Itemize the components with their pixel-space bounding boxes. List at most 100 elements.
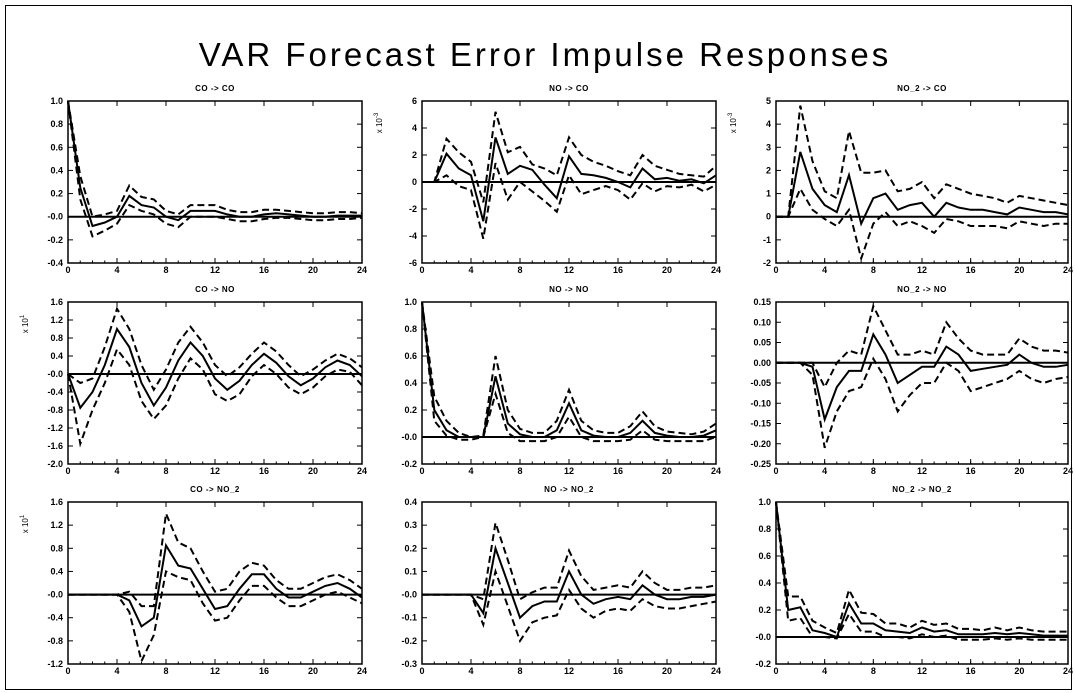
response-line: [776, 332, 1069, 423]
response-line: [67, 100, 362, 228]
x-tick-label: 24: [711, 466, 721, 476]
x-tick-label: 24: [357, 265, 367, 275]
y-tick-label: -0.4: [47, 613, 63, 623]
x-tick-label: 24: [1063, 265, 1073, 275]
y-tick-label: -0.8: [47, 405, 63, 415]
y-tick-label: 4: [412, 123, 417, 133]
y-tick-label: 0.4: [404, 378, 417, 388]
band-line: [776, 356, 1069, 449]
x-tick-label: 4: [822, 466, 827, 476]
y-scale-exponent: -3: [728, 112, 734, 118]
band-line: [422, 111, 717, 203]
y-tick-label: 1.2: [50, 315, 63, 325]
y-tick-label: 0.8: [404, 324, 417, 334]
y-tick-label: 0.8: [758, 524, 771, 534]
x-tick-label: 20: [662, 265, 672, 275]
plot-frame: [421, 301, 717, 465]
x-tick-label: 12: [917, 466, 927, 476]
x-tick-label: 4: [468, 466, 473, 476]
x-tick-label: 4: [822, 265, 827, 275]
frame: [5, 5, 1072, 690]
y-tick-label: 6: [412, 96, 417, 106]
x-tick-label: 20: [308, 265, 318, 275]
y-tick-label: -0.4: [47, 387, 63, 397]
y-tick-label: 0.10: [753, 317, 771, 327]
y-scale-base: x 10: [729, 118, 738, 134]
y-tick-label: 0.15: [753, 297, 771, 307]
y-tick-label: -0.20: [750, 439, 771, 449]
y-tick-label: -0.0: [47, 369, 63, 379]
band-line: [776, 303, 1069, 390]
x-tick-label: 16: [259, 265, 269, 275]
x-tick-label: 16: [259, 666, 269, 676]
panel-title: NO -> NO: [549, 285, 589, 294]
y-tick-label: 0.4: [404, 497, 417, 507]
x-tick-label: 24: [711, 265, 721, 275]
y-tick-label: -0.2: [47, 235, 63, 245]
band-line: [776, 186, 1068, 262]
y-scale-label: x 10-3: [374, 112, 384, 133]
y-tick-label: -2.0: [47, 459, 63, 469]
y-tick-label: 0.8: [50, 543, 63, 553]
y-scale-exponent: 1: [20, 514, 26, 518]
y-tick-label: -4: [409, 231, 417, 241]
y-tick-label: -0.25: [750, 459, 771, 469]
panel-title: CO -> NO_2: [190, 485, 240, 494]
panel-title: NO -> CO: [549, 84, 589, 93]
x-tick-label: 12: [210, 666, 220, 676]
x-tick-label: 0: [419, 265, 424, 275]
x-tick-label: 12: [210, 466, 220, 476]
y-tick-label: -0.2: [401, 459, 417, 469]
x-tick-label: 20: [1014, 666, 1024, 676]
y-scale-exponent: -3: [374, 112, 380, 118]
y-tick-label: 1.0: [50, 96, 63, 106]
x-tick-label: 4: [114, 666, 119, 676]
y-scale-label: x 10-3: [728, 112, 738, 133]
band-line: [68, 569, 363, 665]
y-tick-label: -0.0: [401, 432, 417, 442]
band-line: [421, 301, 717, 439]
x-tick-label: 0: [65, 666, 70, 676]
x-tick-label: 8: [163, 466, 168, 476]
y-tick-label: 5: [766, 96, 771, 106]
y-tick-label: 0.2: [404, 543, 417, 553]
y-tick-label: 0.3: [404, 520, 417, 530]
panel: NO -> NO_2 -0.3 -0.2 -0.1 -0.0 0.1 0.2 0.3 0.4 0 4…: [401, 485, 721, 676]
x-tick-label: 8: [871, 466, 876, 476]
x-tick-label: 24: [357, 466, 367, 476]
y-tick-label: -0.05: [750, 378, 771, 388]
y-tick-label: 1.0: [758, 497, 771, 507]
x-tick-label: 20: [1014, 466, 1024, 476]
y-tick-label: 0.4: [50, 566, 63, 576]
y-tick-label: 0.4: [50, 351, 63, 361]
x-tick-label: 16: [613, 666, 623, 676]
y-tick-label: -0.4: [47, 258, 63, 268]
response-line: [422, 544, 717, 620]
plot-frame: [775, 100, 1069, 264]
response-line: [422, 137, 717, 222]
panel: NO_2 -> NO_2 -0.2 -0.0 0.2 0.4 0.6 0.8 1.0 0 4 8 12…: [755, 485, 1073, 676]
x-tick-label: 16: [966, 265, 976, 275]
y-tick-label: -0.0: [47, 212, 63, 222]
x-tick-label: 4: [468, 265, 473, 275]
x-tick-label: 8: [517, 666, 522, 676]
band-line: [68, 509, 363, 608]
y-tick-label: 0.4: [50, 165, 63, 175]
y-tick-label: 4: [766, 119, 771, 129]
response-line: [421, 301, 717, 438]
y-tick-label: 0.2: [50, 189, 63, 199]
response-line: [776, 151, 1069, 227]
y-tick-label: 2: [766, 165, 771, 175]
band-line: [67, 347, 363, 448]
x-tick-label: 16: [259, 466, 269, 476]
y-scale-label: x 101: [20, 514, 30, 533]
x-tick-label: 0: [419, 466, 424, 476]
panel: NO_2 -> NO -0.25 -0.20 -0.15 -0.10 -0.05 0.00 0…: [750, 285, 1073, 476]
panel-title: NO_2 -> NO: [897, 285, 947, 294]
x-tick-label: 12: [564, 666, 574, 676]
x-tick-label: 20: [662, 466, 672, 476]
y-tick-label: -0.15: [750, 419, 771, 429]
y-tick-label: -1.2: [47, 659, 63, 669]
y-tick-label: 0.6: [404, 351, 417, 361]
y-scale-base: x 10: [21, 518, 30, 534]
